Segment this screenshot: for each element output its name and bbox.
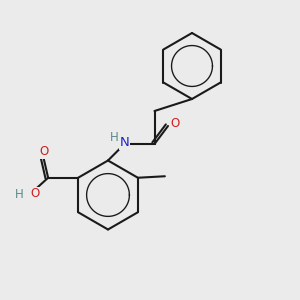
Text: O: O: [39, 145, 48, 158]
Text: O: O: [170, 116, 179, 130]
Text: N: N: [120, 136, 129, 149]
Text: H: H: [110, 131, 118, 144]
Text: O: O: [30, 188, 39, 200]
Text: H: H: [15, 188, 23, 201]
Text: ·: ·: [27, 187, 32, 201]
